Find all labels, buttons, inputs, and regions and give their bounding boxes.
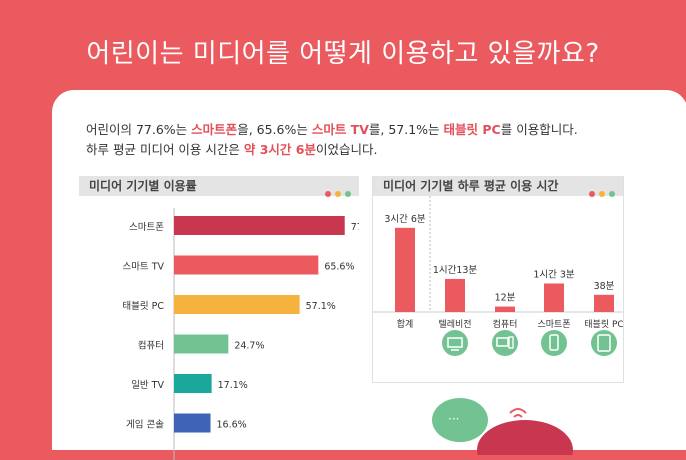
usage-rate-panel: 미디어 기기별 이용률 스마트폰 77.6% 스마트 TV 65.6% 태블릿 PC 57… (79, 176, 359, 460)
green-dot (345, 191, 351, 197)
speech-bubble (432, 398, 488, 442)
value-label: 65.6% (324, 262, 354, 273)
value-label: 77.6% (351, 222, 359, 233)
summary-highlight: 태블릿 PC (443, 122, 501, 137)
category-label: 스마트 TV (122, 262, 164, 273)
category-label: 게임 콘솔 (126, 419, 164, 431)
summary-text-segment: 어린이의 77.6%는 (86, 122, 192, 137)
red-dot (589, 191, 595, 197)
yellow-dot (335, 191, 341, 197)
category-label: 태블릿 PC (122, 300, 164, 312)
content-card: 어린이의 77.6%는 스마트폰을, 65.6%는 스마트 TV를, 57.1%… (52, 90, 686, 460)
time-bar (594, 294, 614, 312)
summary-text-segment: 를, 57.1%는 (368, 122, 444, 137)
summary-line-2: 하루 평균 미디어 이용 시간은 약 3시간 6분이었습니다. (86, 140, 578, 160)
summary-highlight: 스마트 TV (311, 122, 369, 137)
daily-time-header: 미디어 기기별 하루 평균 이용 시간 (373, 176, 623, 197)
yellow-dot (599, 191, 605, 197)
value-label: 16.6% (217, 420, 247, 431)
category-label: 태블릿 PC (584, 318, 623, 330)
wifi-icon (509, 408, 527, 418)
time-bar (395, 227, 415, 312)
tablet-icon (591, 330, 617, 356)
window-dots (321, 183, 351, 203)
usage-bar (174, 216, 345, 235)
tv-icon (442, 330, 468, 356)
usage-rate-header: 미디어 기기별 이용률 (79, 176, 359, 197)
value-label: 12분 (495, 293, 516, 304)
summary-highlight: 약 3시간 6분 (243, 142, 316, 157)
category-label: 컴퓨터 (493, 318, 518, 330)
summary-text-segment: 를 이용합니다. (500, 122, 578, 137)
usage-bar (174, 413, 211, 433)
time-bar (495, 306, 515, 312)
value-label: 38분 (594, 281, 615, 292)
hair (477, 420, 573, 455)
usage-bar (174, 255, 319, 275)
page-title: 어린이는 미디어를 어떻게 이용하고 있을까요? (86, 39, 600, 69)
value-label: 17.1% (218, 380, 248, 391)
usage-rate-chart: 스마트폰 77.6% 스마트 TV 65.6% 태블릿 PC 57.1% 컴퓨터 24.7% 일… (122, 208, 359, 460)
summary-text-segment: 이었습니다. (315, 142, 378, 157)
summary-line-1: 어린이의 77.6%는 스마트폰을, 65.6%는 스마트 TV를, 57.1%… (86, 120, 578, 140)
smartphone-icon (541, 330, 567, 356)
category-label: 일반 TV (131, 380, 164, 391)
bubble-dots: ··· (448, 412, 459, 426)
usage-rate-title: 미디어 기기별 이용률 (89, 179, 197, 193)
time-bar (544, 283, 564, 312)
red-dot (325, 191, 331, 197)
usage-bar (174, 334, 229, 354)
value-label: 1시간13분 (433, 265, 478, 276)
category-label: 스마트폰 (129, 222, 164, 233)
category-label: 텔레비전 (438, 318, 471, 330)
summary-highlight: 스마트폰 (191, 122, 238, 137)
summary-text-segment: 하루 평균 미디어 이용 시간은 (86, 142, 244, 157)
green-dot (609, 191, 615, 197)
value-label: 1시간 3분 (533, 269, 575, 280)
value-label: 3시간 6분 (384, 214, 426, 225)
summary-text: 어린이의 77.6%는 스마트폰을, 65.6%는 스마트 TV를, 57.1%… (86, 120, 578, 160)
summary-text-segment: 을, 65.6%는 (237, 122, 312, 137)
usage-bar (174, 295, 300, 314)
value-label: 57.1% (306, 301, 336, 312)
time-bar (445, 278, 465, 312)
category-label: 스마트폰 (537, 319, 570, 330)
category-label: 합계 (397, 318, 414, 330)
daily-time-title: 미디어 기기별 하루 평균 이용 시간 (383, 179, 559, 193)
category-label: 컴퓨터 (138, 340, 164, 352)
window-dots (585, 183, 615, 203)
child-illustration: ··· (432, 398, 573, 455)
value-label: 24.7% (234, 341, 264, 352)
computer-icon (492, 330, 518, 356)
usage-bar (174, 374, 212, 393)
